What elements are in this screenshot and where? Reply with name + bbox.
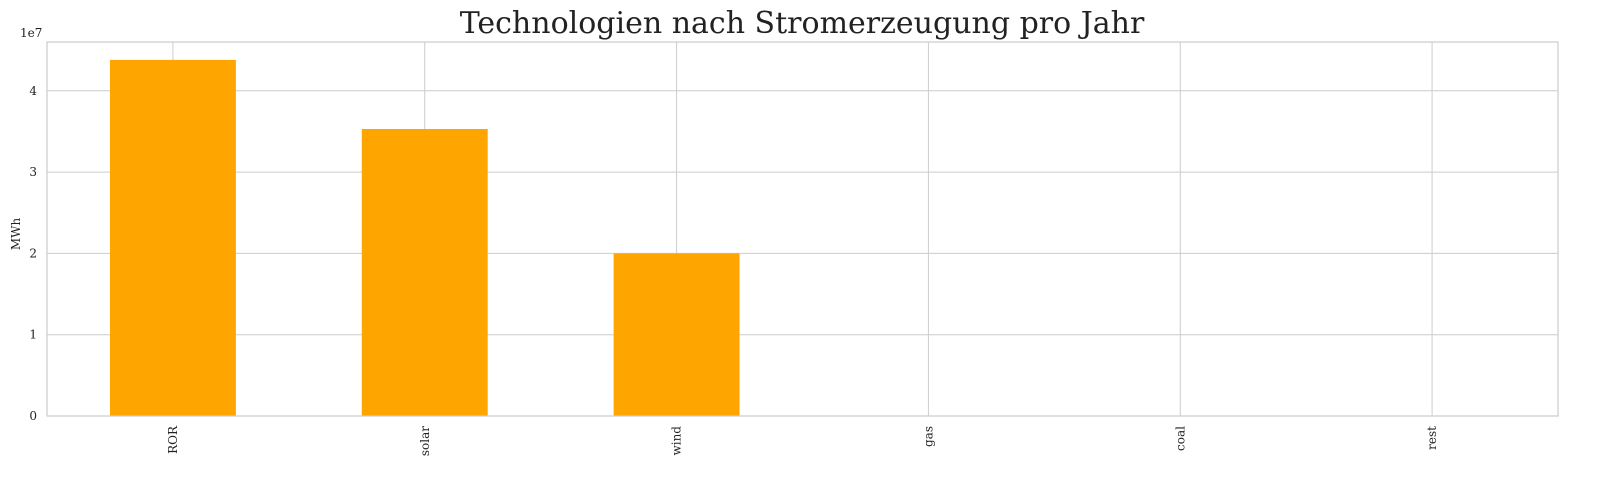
x-tick-label-gas: gas [921,426,935,447]
bar-ror [109,59,236,416]
x-tick-label-solar: solar [418,426,432,456]
bar-wind [613,253,740,416]
x-tick-label-wind: wind [670,426,684,456]
y-axis-label: MWh [9,218,23,251]
x-tick-label-ror: ROR [166,425,180,454]
y-tick-label: 2 [29,246,37,260]
bar-solar [361,128,488,416]
y-tick-label: 3 [29,165,37,179]
bars [109,59,740,416]
y-tick-label: 1 [29,328,37,342]
y-axis-scale-label: 1e7 [20,26,42,40]
x-tick-label-rest: rest [1425,426,1439,450]
chart-title: Technologien nach Stromerzeugung pro Jah… [460,6,1145,41]
x-tick-label-coal: coal [1173,426,1187,451]
grid [47,42,1558,417]
ticks: 0 1 2 3 4 ROR solar wind gas coal rest [29,84,1439,456]
y-tick-label: 4 [29,84,37,98]
plot-frame [46,41,1559,417]
y-tick-label: 0 [29,409,37,423]
